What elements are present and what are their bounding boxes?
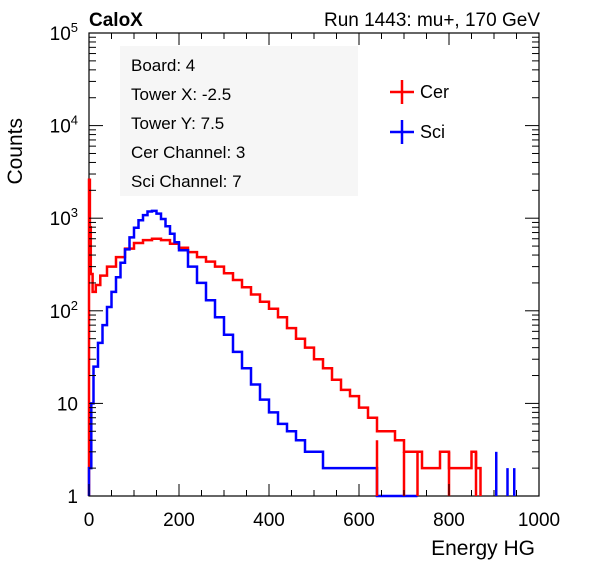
info-tower-y: Tower Y: 7.5 bbox=[131, 114, 224, 133]
y-axis-title: Counts bbox=[4, 118, 27, 185]
info-tower-x: Tower X: -2.5 bbox=[131, 85, 231, 104]
x-tick-label: 200 bbox=[163, 510, 195, 531]
axes-layer: 0 200 400 600 800 1000 1 10 102 103 104 105 bbox=[50, 20, 561, 531]
run-label: Run 1443: mu+, 170 GeV bbox=[324, 10, 540, 31]
x-tick-label: 600 bbox=[343, 510, 375, 531]
legend-label-sci: Sci bbox=[420, 122, 445, 142]
y-tick-label: 103 bbox=[50, 205, 78, 230]
y-tick-label: 102 bbox=[50, 298, 78, 323]
legend-entry-cer: Cer bbox=[390, 80, 449, 104]
brand-label: CaloX bbox=[89, 10, 143, 31]
y-tick-label: 104 bbox=[50, 113, 78, 138]
x-tick-label: 1000 bbox=[518, 510, 560, 531]
info-sci-channel: Sci Channel: 7 bbox=[131, 172, 242, 191]
series-line-sci bbox=[87, 209, 418, 498]
series-line-cer bbox=[87, 178, 482, 496]
y-tick-label: 1 bbox=[67, 487, 78, 508]
x-tick-label: 400 bbox=[253, 510, 285, 531]
info-box-background bbox=[120, 46, 358, 196]
legend-label-cer: Cer bbox=[420, 82, 449, 102]
y-tick-label: 10 bbox=[57, 394, 78, 415]
x-tick-label: 0 bbox=[84, 510, 95, 531]
legend: Cer Sci bbox=[390, 80, 449, 144]
info-box: Board: 4 Tower X: -2.5 Tower Y: 7.5 Cer … bbox=[120, 46, 358, 196]
y-tick-label: 105 bbox=[50, 20, 78, 45]
info-cer-channel: Cer Channel: 3 bbox=[131, 143, 245, 162]
legend-entry-sci: Sci bbox=[390, 120, 445, 144]
x-axis-title: Energy HG bbox=[431, 537, 535, 560]
x-tick-label: 800 bbox=[433, 510, 465, 531]
info-board: Board: 4 bbox=[131, 56, 195, 75]
